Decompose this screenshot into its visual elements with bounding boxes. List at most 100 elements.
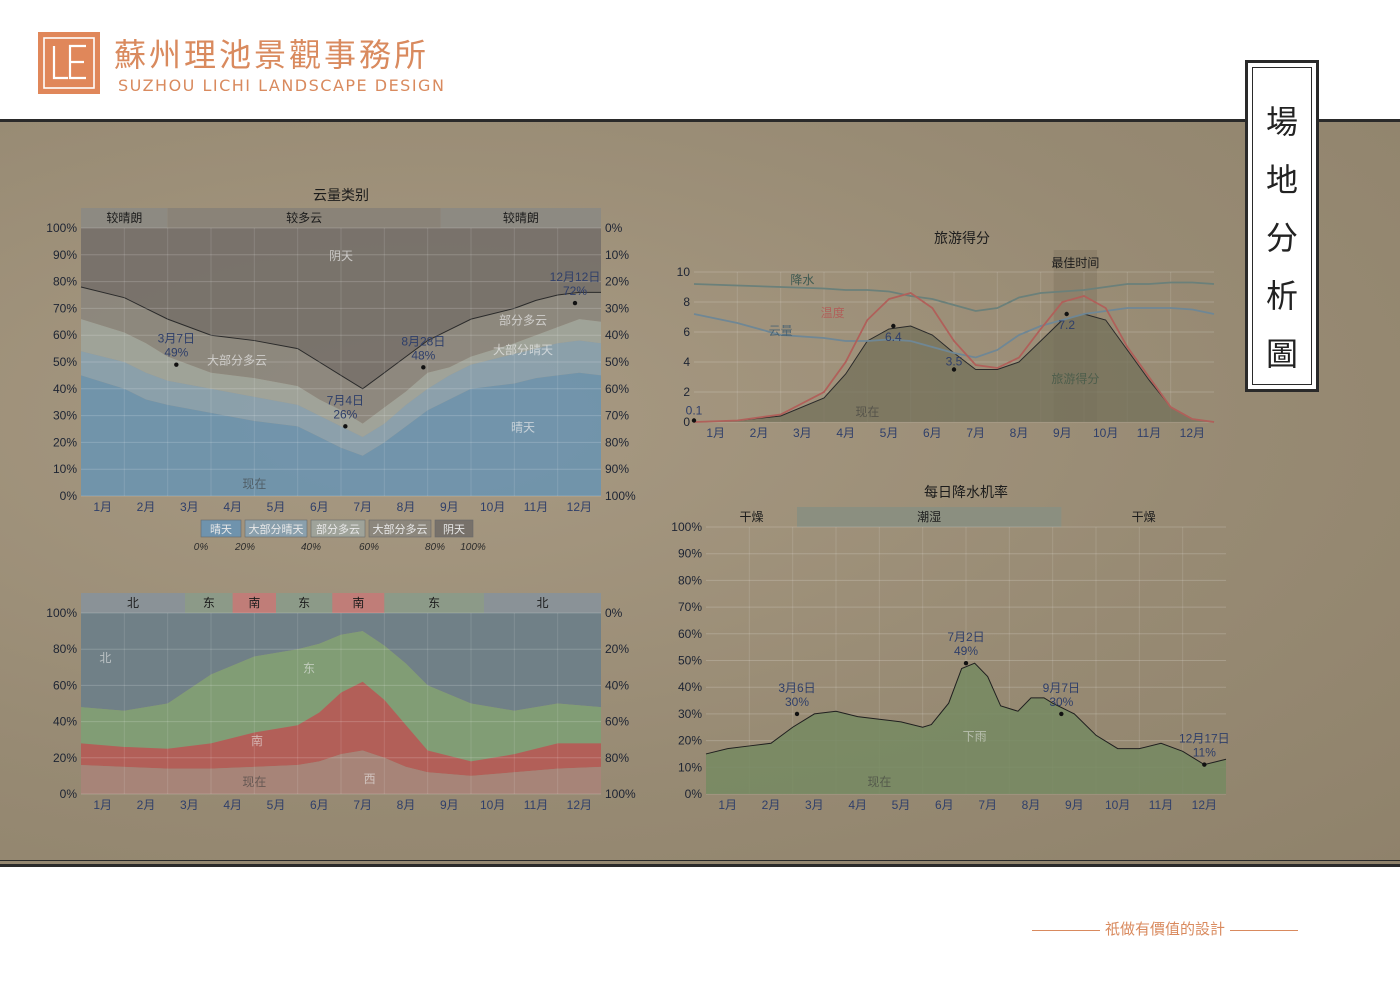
cloud-annotation-date: 7月4日 bbox=[327, 393, 364, 407]
precip-annotation-value: 49% bbox=[954, 644, 978, 658]
brand-name-en: SUZHOU LICHI LANDSCAPE DESIGN bbox=[118, 76, 446, 95]
wind-left-y-tick-label: 40% bbox=[53, 715, 77, 729]
top-rule bbox=[0, 119, 1400, 122]
precip-marker bbox=[1059, 711, 1064, 717]
precip-marker bbox=[1202, 762, 1207, 767]
cloud-area-label: 大部分晴天 bbox=[493, 342, 553, 357]
precip-x-tick-label: 3月 bbox=[805, 798, 824, 812]
tourism-y-tick-label: 6 bbox=[683, 325, 690, 339]
wind-area-3 bbox=[81, 613, 601, 711]
cloud-area-label: 部分多云 bbox=[499, 312, 547, 327]
wind-now-label: 现在 bbox=[242, 775, 266, 789]
precip-annotation-date: 3月6日 bbox=[778, 681, 815, 695]
wind-left-y-tick-label: 80% bbox=[53, 642, 77, 656]
cloud-x-tick-label: 8月 bbox=[397, 500, 416, 514]
cloud-right-y-tick-label: 80% bbox=[605, 435, 629, 449]
cloud-x-tick-label: 3月 bbox=[180, 500, 199, 514]
cloud-x-tick-label: 12月 bbox=[567, 500, 592, 514]
tourism-y-tick-label: 10 bbox=[677, 265, 691, 279]
tourism-series-label: 云量 bbox=[769, 324, 793, 338]
cloud-left-y-tick-label: 10% bbox=[53, 462, 77, 476]
cloud-x-tick-label: 6月 bbox=[310, 500, 329, 514]
cloud-x-tick-label: 5月 bbox=[267, 500, 286, 514]
cloud-legend-tick: 100% bbox=[460, 542, 486, 553]
cloud-x-tick-label: 10月 bbox=[480, 500, 505, 514]
brand-name-cn: 蘇州理池景觀事務所 bbox=[114, 36, 430, 74]
cloud-left-y-tick-label: 30% bbox=[53, 409, 77, 423]
wind-season-band bbox=[332, 593, 385, 613]
cloud-season-band bbox=[167, 208, 441, 228]
wind-left-y-tick-label: 20% bbox=[53, 751, 77, 765]
cloud-area-label: 阴天 bbox=[329, 249, 353, 263]
cloud-season-label: 较多云 bbox=[286, 210, 322, 225]
page-title-char: 分 bbox=[1265, 219, 1298, 257]
cloud-legend-tick: 0% bbox=[194, 542, 209, 553]
cloud-left-y-tick-label: 100% bbox=[46, 221, 77, 235]
cloud-x-tick-label: 7月 bbox=[353, 500, 372, 514]
cloud-right-y-tick-label: 10% bbox=[605, 248, 629, 262]
cloud-legend-label: 大部分多云 bbox=[373, 522, 428, 536]
wind-season-label: 南 bbox=[352, 595, 364, 610]
tourism-chart-title: 旅游得分 bbox=[934, 230, 990, 246]
cloud-legend-label: 阴天 bbox=[443, 523, 465, 536]
precip-y-tick-label: 0% bbox=[685, 787, 703, 801]
tourism-series-label: 旅游得分 bbox=[1051, 371, 1099, 386]
wind-left-y-tick-label: 60% bbox=[53, 678, 77, 692]
page-title-char: 場 bbox=[1265, 103, 1298, 141]
cloud-area-label: 晴天 bbox=[511, 421, 535, 435]
cloud-x-tick-label: 2月 bbox=[137, 500, 156, 514]
cloud-right-y-tick-label: 90% bbox=[605, 462, 629, 476]
cloud-season-label: 较晴朗 bbox=[106, 210, 142, 225]
tourism-x-tick-label: 3月 bbox=[793, 426, 812, 440]
cloud-legend-swatch bbox=[310, 519, 366, 538]
tagline-line-right bbox=[1229, 929, 1298, 931]
tourism-annotation-value: 7.2 bbox=[1058, 318, 1075, 332]
precip-area bbox=[706, 663, 1226, 794]
tagline: 祇做有價值的設計 bbox=[1008, 918, 1322, 939]
precip-annotation-value: 11% bbox=[1193, 746, 1216, 760]
bottom-rule-thin bbox=[0, 860, 1400, 861]
cloud-left-y-tick-label: 0% bbox=[60, 489, 78, 503]
cloud-x-tick-label: 4月 bbox=[223, 500, 242, 514]
wind-season-band bbox=[276, 593, 333, 613]
cloud-legend-tick: 80% bbox=[425, 542, 445, 553]
page-title-char: 圖 bbox=[1265, 335, 1298, 373]
tourism-x-tick-label: 7月 bbox=[966, 426, 985, 440]
logo bbox=[38, 32, 100, 94]
precip-y-tick-label: 100% bbox=[671, 520, 702, 534]
tourism-x-tick-label: 12月 bbox=[1180, 426, 1205, 440]
wind-right-y-tick-label: 20% bbox=[605, 642, 629, 656]
tourism-y-tick-label: 8 bbox=[683, 295, 690, 309]
header: 蘇州理池景觀事務所 SUZHOU LICHI LANDSCAPE DESIGN bbox=[0, 0, 1400, 120]
wind-right-y-tick-label: 80% bbox=[605, 751, 629, 765]
precip-season-label: 干燥 bbox=[739, 510, 763, 524]
cloud-area-1 bbox=[81, 340, 601, 456]
wind-season-label: 北 bbox=[127, 596, 139, 610]
tourism-y-tick-label: 4 bbox=[683, 355, 690, 369]
tourism-x-tick-label: 2月 bbox=[750, 426, 769, 440]
cloud-legend-label: 部分多云 bbox=[316, 522, 360, 536]
wind-x-tick-label: 7月 bbox=[353, 798, 372, 812]
wind-right-y-tick-label: 100% bbox=[605, 787, 636, 801]
wind-season-label: 东 bbox=[298, 596, 310, 610]
cloud-x-tick-label: 1月 bbox=[93, 500, 112, 514]
wind-x-tick-label: 9月 bbox=[440, 798, 459, 812]
cloud-legend-swatch bbox=[434, 519, 474, 538]
tourism-marker bbox=[951, 367, 957, 372]
cloud-area-2 bbox=[81, 319, 601, 438]
precip-annotation-date: 9月7日 bbox=[1043, 681, 1080, 695]
precip-marker bbox=[963, 660, 969, 666]
cloud-right-y-tick-label: 70% bbox=[605, 409, 629, 423]
cloud-left-y-tick-label: 70% bbox=[53, 301, 77, 315]
cloud-season-label: 较晴朗 bbox=[503, 210, 539, 225]
precip-x-tick-label: 9月 bbox=[1065, 798, 1084, 812]
cloud-right-y-tick-label: 60% bbox=[605, 382, 629, 396]
wind-season-label: 南 bbox=[248, 595, 260, 610]
cloud-annotation-value: 49% bbox=[164, 346, 188, 360]
cloud-annotation-date: 8月28日 bbox=[401, 334, 445, 348]
precip-chart-title: 每日降水机率 bbox=[924, 484, 1008, 500]
page-title-frame bbox=[1252, 67, 1312, 385]
page-title: 場地分析圖 bbox=[1248, 93, 1316, 383]
precip-y-tick-label: 80% bbox=[678, 573, 702, 587]
wind-x-tick-label: 1月 bbox=[93, 798, 112, 812]
